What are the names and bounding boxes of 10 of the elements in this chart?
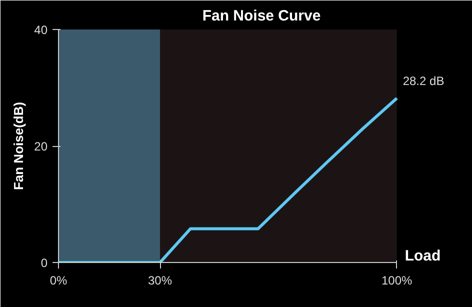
x-tick-label: 30% [148,274,172,288]
x-tick-label: 100% [381,274,413,288]
y-tick-label: 40 [34,23,48,37]
chart-title: Fan Noise Curve [202,8,321,24]
annotation: 28.2 dB [402,74,444,88]
y-tick-label: 0 [40,256,48,270]
y-tick-label: 20 [34,140,48,154]
x-tick-label: 0% [50,274,68,288]
y-axis-title: Fan Noise(dB) [11,102,26,190]
x-axis-title: Load [404,248,441,264]
